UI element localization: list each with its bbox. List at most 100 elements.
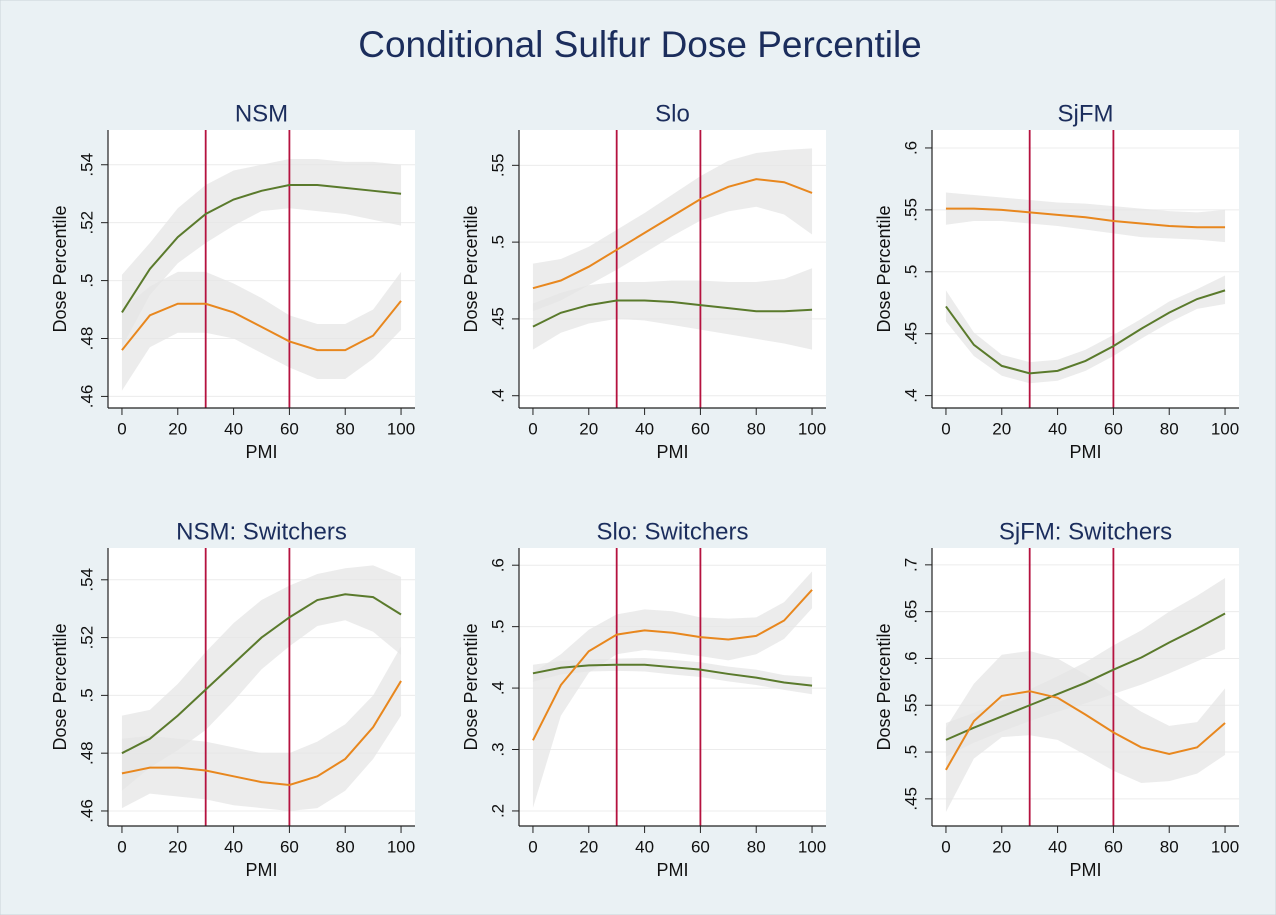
y-tick-label: .45 <box>488 307 507 331</box>
y-tick-label: .6 <box>901 651 920 665</box>
y-tick-label: .4 <box>901 389 920 403</box>
x-tick-label: 60 <box>280 837 299 856</box>
y-tick-label: .2 <box>488 804 507 818</box>
y-axis-label: Dose Percentile <box>50 205 70 332</box>
x-tick-label: 20 <box>992 837 1011 856</box>
figure-title: Conditional Sulfur Dose Percentile <box>358 24 922 65</box>
x-tick-label: 40 <box>1048 837 1067 856</box>
series-line <box>121 593 402 755</box>
confidence-band <box>532 657 813 695</box>
x-axis-label: PMI <box>1069 442 1101 462</box>
x-tick-label: 0 <box>117 419 126 438</box>
y-tick-label: .6 <box>488 558 507 572</box>
series-line <box>121 184 402 313</box>
series-line <box>532 589 813 741</box>
panel-title: NSM: Switchers <box>176 518 347 545</box>
x-tick-label: 40 <box>635 837 654 856</box>
panel-title: Slo <box>655 100 690 127</box>
y-tick-label: .55 <box>901 198 920 222</box>
y-axis-label: Dose Percentile <box>461 205 481 332</box>
x-tick-label: 40 <box>224 419 243 438</box>
x-tick-label: 0 <box>528 837 537 856</box>
x-tick-label: 20 <box>579 837 598 856</box>
x-tick-label: 0 <box>941 419 950 438</box>
x-tick-label: 60 <box>1104 419 1123 438</box>
y-axis-label: Dose Percentile <box>50 623 70 750</box>
confidence-band <box>532 148 813 312</box>
panel-title: NSM <box>235 100 288 127</box>
x-tick-label: 0 <box>941 837 950 856</box>
panel-title: SjFM: Switchers <box>999 518 1172 545</box>
y-tick-label: .46 <box>77 385 96 409</box>
x-tick-label: 80 <box>336 837 355 856</box>
panel: .45 .5 .55 .6 .65 .7 0 20 40 60 80 100 PMI Dose Perce… <box>874 518 1239 879</box>
y-tick-label: .3 <box>488 742 507 756</box>
x-tick-label: 0 <box>528 419 537 438</box>
x-tick-label: 60 <box>691 419 710 438</box>
y-tick-label: .45 <box>901 322 920 346</box>
x-tick-label: 20 <box>579 419 598 438</box>
x-axis-label: PMI <box>245 442 277 462</box>
x-tick-label: 80 <box>747 837 766 856</box>
panel-title: SjFM <box>1058 100 1114 127</box>
x-tick-label: 100 <box>798 837 826 856</box>
series-line <box>532 178 813 290</box>
x-tick-label: 80 <box>747 419 766 438</box>
y-tick-label: .5 <box>901 745 920 759</box>
series-line <box>945 207 1226 229</box>
y-tick-label: .52 <box>77 626 96 650</box>
panel: .2 .3 .4 .5 .6 0 20 40 60 80 100 PMI Dose Percentile… <box>461 518 826 879</box>
confidence-band <box>945 650 1226 812</box>
y-tick-label: .65 <box>901 600 920 624</box>
x-tick-label: 20 <box>168 837 187 856</box>
x-tick-label: 60 <box>280 419 299 438</box>
x-tick-label: 100 <box>387 837 415 856</box>
x-tick-label: 20 <box>168 419 187 438</box>
x-axis-label: PMI <box>656 442 688 462</box>
series-line <box>532 663 813 687</box>
y-tick-label: .54 <box>77 568 96 592</box>
panel: .4 .45 .5 .55 0 20 40 60 80 100 PMI Dose Percentile… <box>461 100 826 461</box>
y-axis-label: Dose Percentile <box>461 623 481 750</box>
series-line <box>945 289 1226 375</box>
x-tick-label: 80 <box>336 419 355 438</box>
y-tick-label: .5 <box>77 273 96 287</box>
confidence-band <box>532 268 813 350</box>
panel: .46 .48 .5 .52 .54 0 20 40 60 80 100 PMI Dose Percen… <box>50 100 415 461</box>
series-line <box>945 690 1226 771</box>
y-tick-label: .5 <box>488 620 507 634</box>
x-tick-label: 100 <box>1211 837 1239 856</box>
x-axis-label: PMI <box>245 860 277 880</box>
x-tick-label: 60 <box>691 837 710 856</box>
confidence-band <box>532 571 813 808</box>
y-tick-label: .48 <box>77 741 96 765</box>
y-tick-label: .48 <box>77 327 96 351</box>
confidence-band <box>121 271 402 391</box>
x-tick-label: 80 <box>1160 419 1179 438</box>
y-tick-label: .55 <box>901 693 920 717</box>
series-line <box>121 680 402 786</box>
y-tick-label: .45 <box>901 787 920 811</box>
panel: .46 .48 .5 .52 .54 0 20 40 60 80 100 PMI Dose Percen… <box>50 518 415 879</box>
x-tick-label: 100 <box>1211 419 1239 438</box>
x-tick-label: 100 <box>387 419 415 438</box>
panel-title: Slo: Switchers <box>596 518 748 545</box>
x-tick-label: 40 <box>635 419 654 438</box>
y-tick-label: .54 <box>77 153 96 177</box>
x-tick-label: 20 <box>992 419 1011 438</box>
x-tick-label: 80 <box>1160 837 1179 856</box>
x-tick-label: 0 <box>117 837 126 856</box>
y-tick-label: .4 <box>488 389 507 403</box>
confidence-band <box>121 565 402 791</box>
x-tick-label: 60 <box>1104 837 1123 856</box>
y-tick-label: .52 <box>77 211 96 235</box>
series-line <box>532 299 813 328</box>
panel: .4 .45 .5 .55 .6 0 20 40 60 80 100 PMI Dose Percenti… <box>874 100 1239 461</box>
y-tick-label: .7 <box>901 558 920 572</box>
y-tick-label: .46 <box>77 799 96 823</box>
y-axis-label: Dose Percentile <box>874 205 894 332</box>
x-axis-label: PMI <box>656 860 688 880</box>
series-line <box>945 612 1226 741</box>
